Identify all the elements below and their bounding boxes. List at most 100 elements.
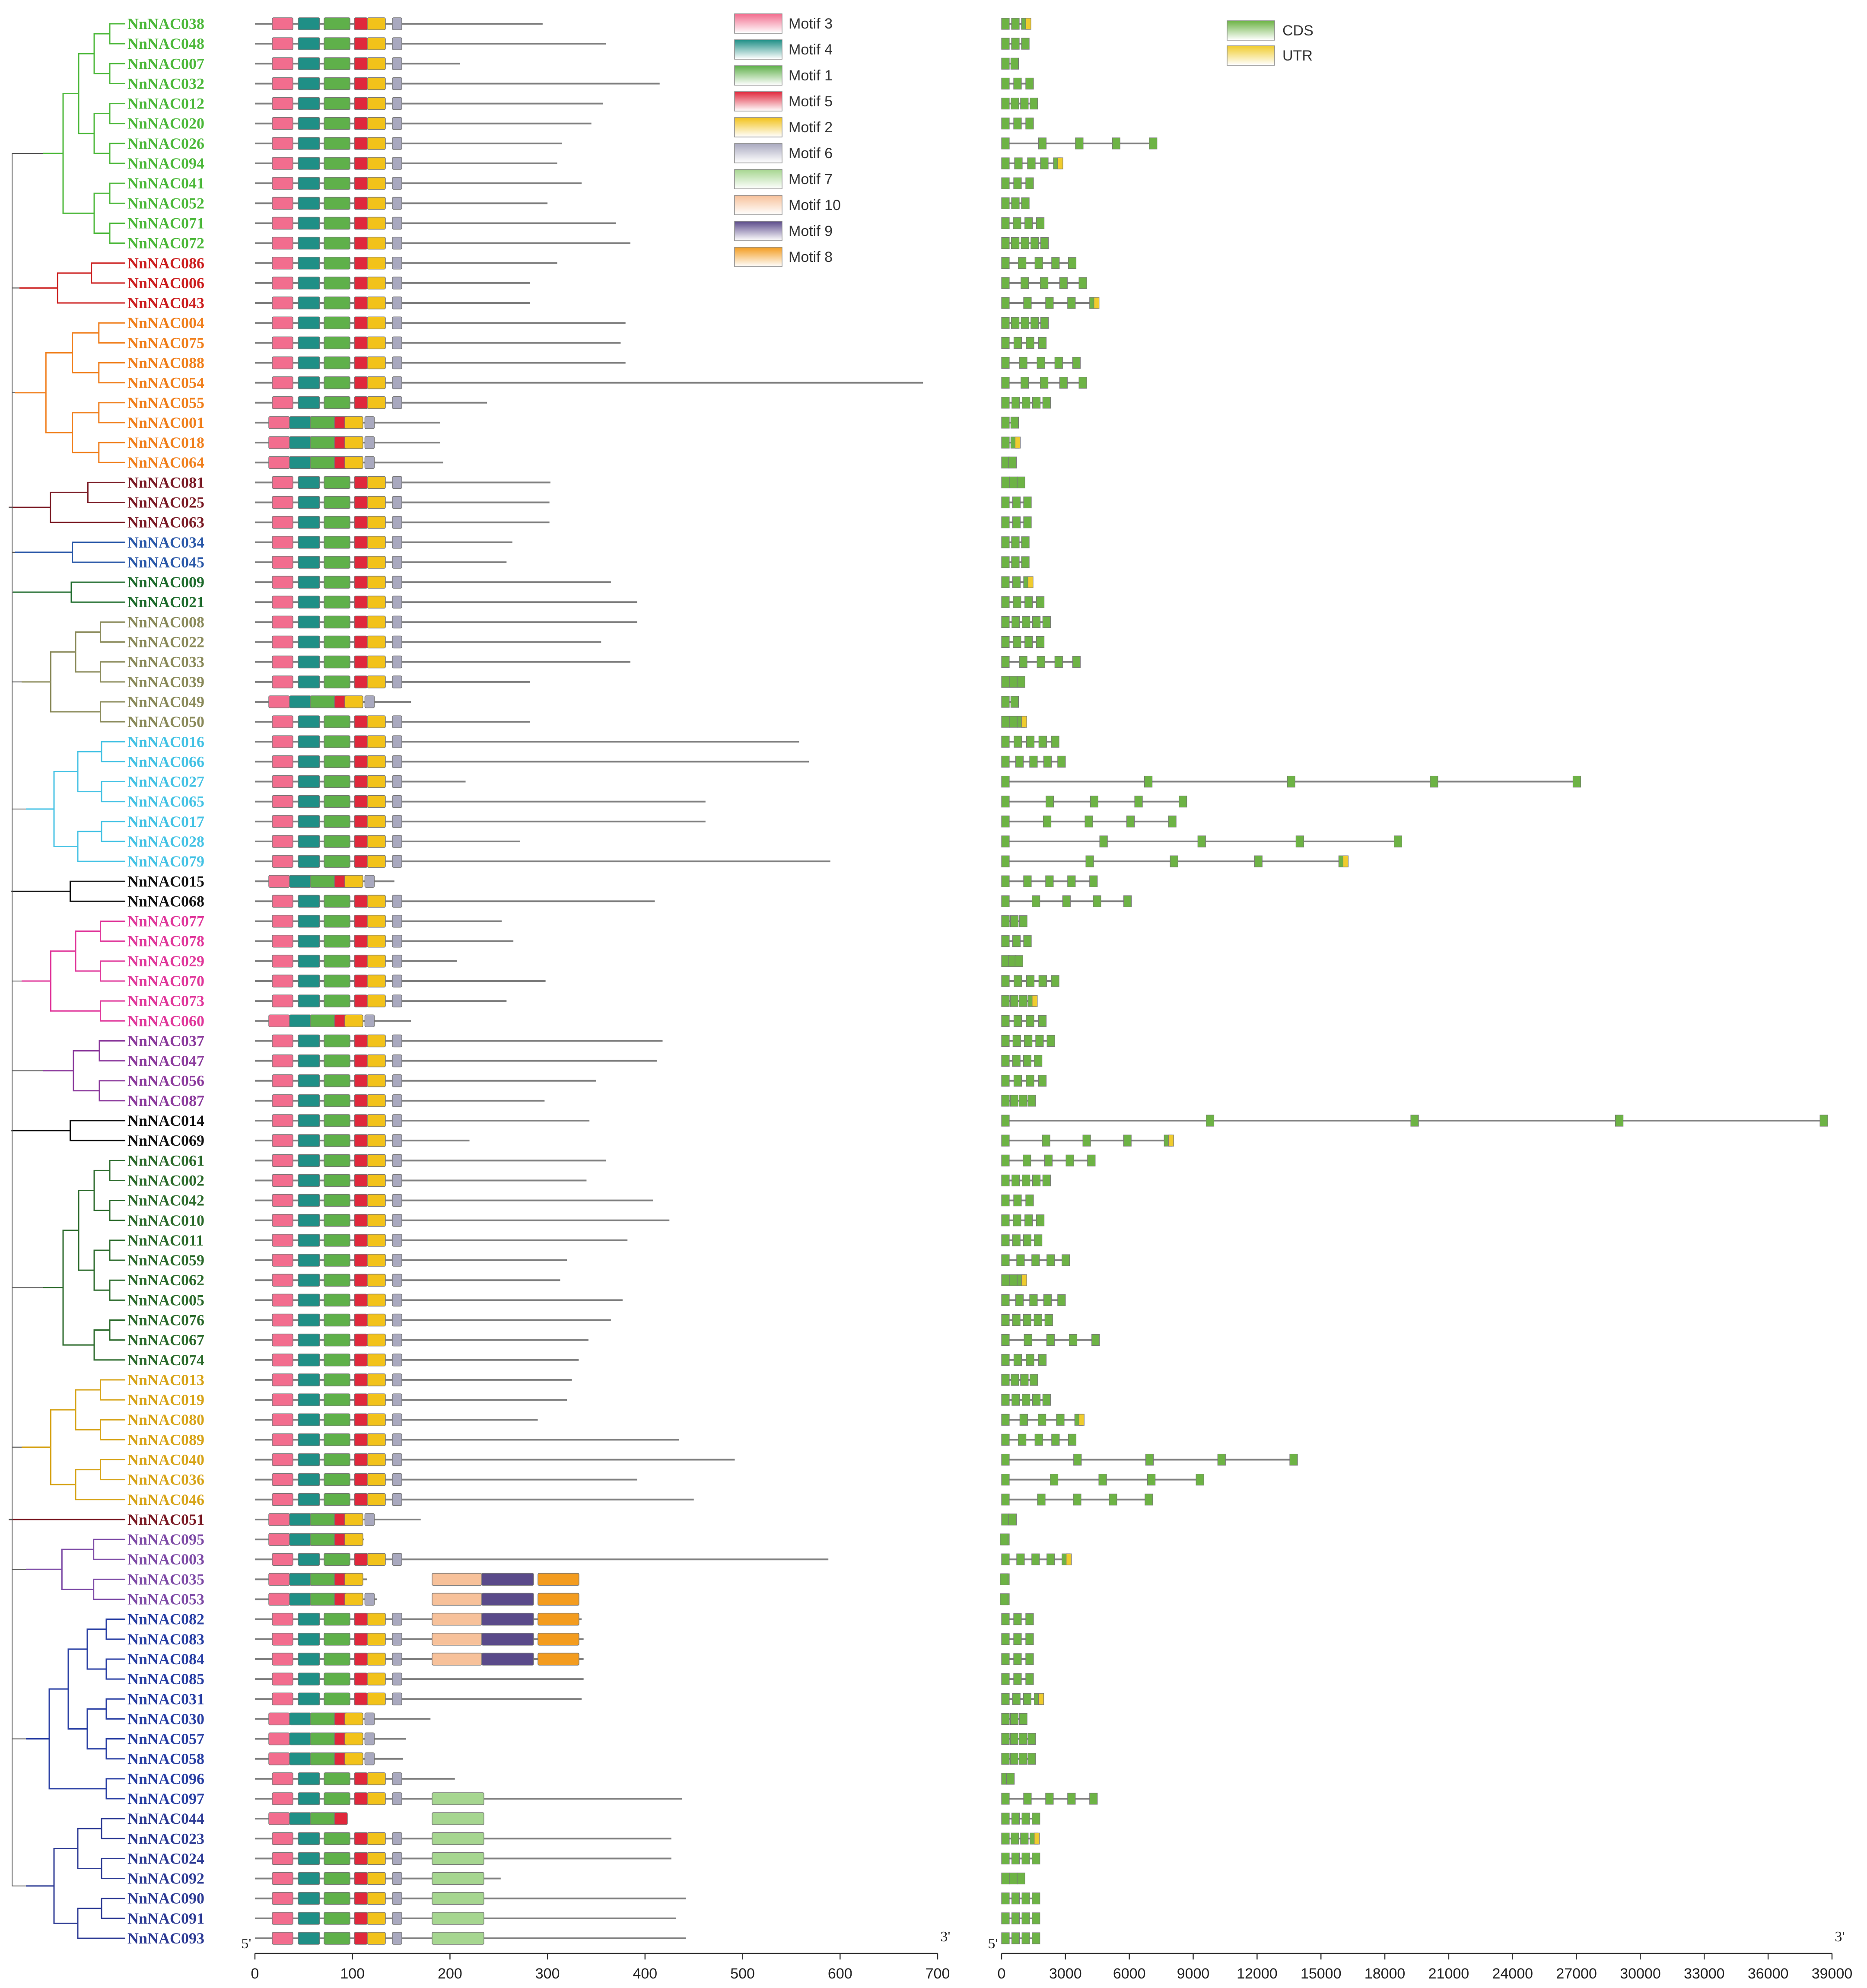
motif-box: [298, 336, 320, 350]
gene-label-nnnac017: NnNAC017: [127, 813, 204, 830]
gene-label-nnnac023: NnNAC023: [127, 1830, 204, 1847]
legend-swatch: [734, 143, 782, 163]
motif-box: [272, 516, 293, 529]
tree-branch: [50, 1409, 76, 1485]
tree-branch: [93, 1249, 110, 1291]
motif-box: [392, 1433, 402, 1446]
motif-box: [324, 117, 350, 130]
cds-exon: [1024, 1334, 1032, 1346]
gene-label-nnnac036: NnNAC036: [127, 1471, 204, 1488]
motif-box: [367, 1174, 386, 1187]
motif-box: [268, 1533, 290, 1546]
motif-box: [272, 795, 293, 808]
gene-label-nnnac001: NnNAC001: [127, 414, 204, 431]
motif-box: [324, 576, 350, 589]
cds-exon: [1021, 1852, 1030, 1865]
utr-region: [1066, 1553, 1072, 1565]
motif-box: [298, 516, 320, 529]
gene-label-nnnac047: NnNAC047: [127, 1052, 204, 1070]
motif-box: [324, 1074, 350, 1087]
cds-exon: [1024, 217, 1033, 229]
cds-exon: [1032, 1394, 1041, 1406]
motif-box: [367, 1333, 386, 1347]
motif-box: [392, 1234, 402, 1247]
cds-exon: [1046, 1254, 1055, 1266]
motif-box: [367, 735, 386, 748]
legend-label: CDS: [1282, 22, 1314, 39]
motif-box: [268, 1812, 290, 1825]
gene-label-nnnac051: NnNAC051: [127, 1511, 204, 1528]
motif-box: [392, 476, 402, 489]
motif-box: [354, 1114, 368, 1127]
motif-box: [272, 1194, 293, 1207]
motif-box: [432, 1852, 484, 1865]
gene-label-nnnac016: NnNAC016: [127, 733, 204, 750]
tree-branch: [98, 402, 125, 424]
cds-exon: [1001, 77, 1010, 90]
cds-exon: [1001, 995, 1010, 1007]
cds-exon: [1027, 1095, 1036, 1107]
cds-exon: [1001, 317, 1010, 329]
cds-exon: [1615, 1115, 1624, 1127]
cds-exon: [1068, 1434, 1077, 1446]
cds-exon: [1026, 1354, 1034, 1366]
tree-backbone: [12, 592, 22, 682]
gene-label-nnnac031: NnNAC031: [127, 1690, 204, 1708]
cds-exon: [1029, 755, 1038, 768]
motif-box: [367, 37, 386, 50]
motif-box: [289, 416, 312, 429]
gene-label-nnnac033: NnNAC033: [127, 653, 204, 671]
cds-exon: [1046, 1553, 1055, 1565]
cds-exon: [1001, 556, 1010, 568]
cds-exon: [1062, 1254, 1070, 1266]
cds-exon: [1001, 1414, 1010, 1426]
motif-box: [272, 855, 293, 868]
cds-exon: [1021, 237, 1029, 249]
motif-box: [344, 1533, 363, 1546]
legend-swatch: [734, 91, 782, 112]
motif-box: [324, 1134, 350, 1147]
motif-box: [324, 1413, 350, 1426]
motif-box: [354, 615, 368, 629]
motif-box: [354, 1633, 368, 1646]
gene-label-nnnac034: NnNAC034: [127, 534, 204, 551]
cds-exon: [1011, 38, 1020, 50]
cds-exon: [1019, 357, 1027, 369]
motif-box: [324, 1254, 350, 1267]
motif-box: [272, 1493, 293, 1506]
cds-exon: [1410, 1115, 1419, 1127]
cds-exon: [1109, 1494, 1117, 1506]
cds-exon: [1001, 1494, 1010, 1506]
tick-label: 9000: [1177, 1966, 1210, 1982]
cds-exon: [1031, 1553, 1040, 1565]
motif-box: [268, 1573, 290, 1586]
gene-label-nnnac097: NnNAC097: [127, 1790, 204, 1807]
motif-box: [272, 1214, 293, 1227]
cds-exon: [1038, 1414, 1046, 1426]
motif-box: [367, 257, 386, 270]
gene-label-nnnac072: NnNAC072: [127, 235, 204, 252]
gene-label-nnnac009: NnNAC009: [127, 573, 204, 591]
cds-exon: [1065, 1154, 1074, 1166]
motif-box: [298, 97, 320, 110]
tick-label: 27000: [1556, 1966, 1597, 1982]
motif-box: [298, 157, 320, 170]
cds-exon: [1016, 1553, 1025, 1565]
gene-label-nnnac020: NnNAC020: [127, 115, 204, 132]
motif-box: [272, 1653, 293, 1666]
cds-exon: [1011, 18, 1020, 30]
cds-exon: [1011, 1394, 1020, 1406]
cds-exon: [1009, 1274, 1018, 1286]
motif-box: [324, 1034, 350, 1048]
motif-box: [344, 456, 363, 469]
motif-box: [272, 615, 293, 629]
motif-box: [298, 1333, 320, 1347]
gene-label-nnnac092: NnNAC092: [127, 1870, 204, 1887]
motif-box: [367, 815, 386, 828]
motif-box: [367, 496, 386, 509]
cds-exon: [1037, 1494, 1046, 1506]
tree-branch: [45, 352, 73, 433]
cds-exon: [1013, 337, 1022, 349]
motif-box: [298, 1154, 320, 1167]
motif-box: [298, 1293, 320, 1307]
